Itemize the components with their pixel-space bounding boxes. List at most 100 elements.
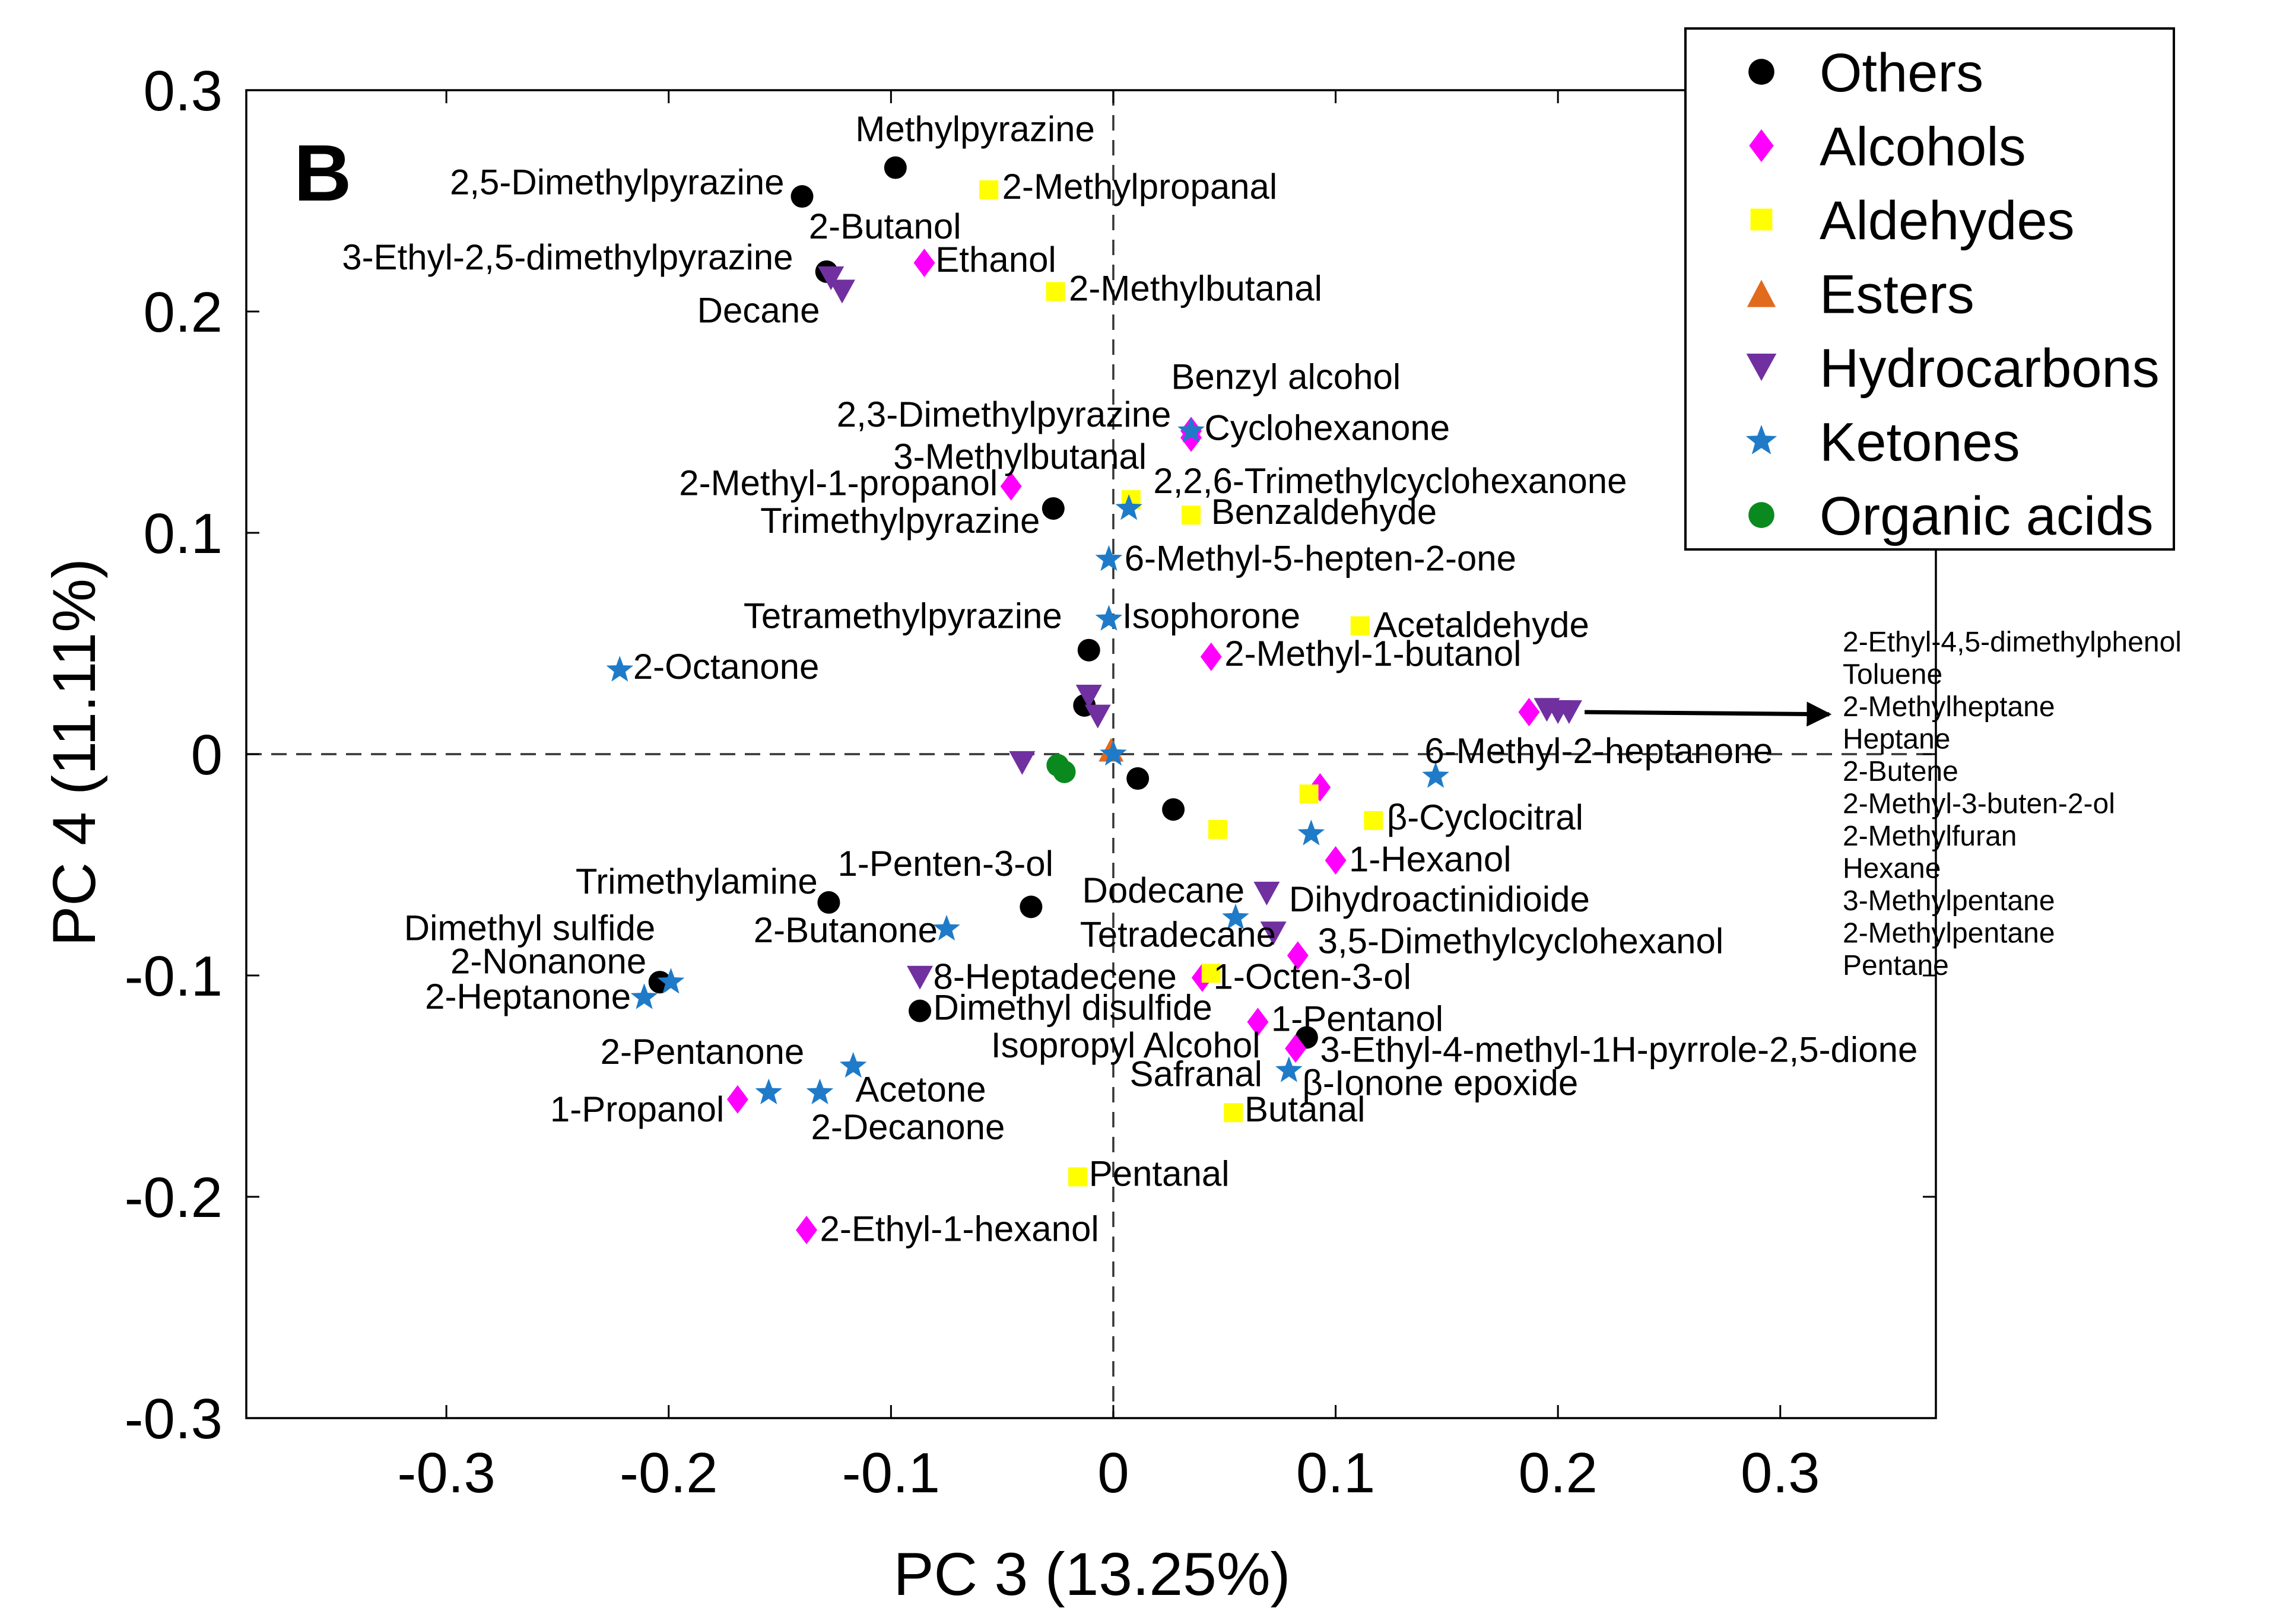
point-hydrocarbons (1555, 700, 1582, 724)
x-tick-label: -0.1 (842, 1441, 940, 1505)
point-others (1042, 497, 1065, 520)
legend-label: Aldehydes (1820, 190, 2075, 251)
point-label: 1-Penten-3-ol (837, 844, 1053, 883)
point-label: Decane (697, 291, 820, 330)
point-others (790, 185, 814, 208)
point-ketones (1297, 819, 1325, 846)
point-label: 3-Ethyl-2,5-dimethylpyrazine (342, 237, 793, 277)
point-others (817, 891, 840, 914)
cluster-list-item: Heptane (1843, 724, 1950, 755)
legend-marker (1749, 129, 1774, 163)
y-tick-label: -0.1 (125, 945, 223, 1008)
point-alcohols (1325, 846, 1347, 875)
legend-label: Hydrocarbons (1820, 338, 2160, 399)
point-label: 3,5-Dimethylcyclohexanol (1318, 921, 1724, 961)
x-tick-label: 0.2 (1518, 1441, 1597, 1505)
y-tick-label: 0.1 (144, 502, 223, 565)
point-label: Pentanal (1089, 1153, 1230, 1193)
legend-label: Ketones (1820, 412, 2020, 473)
point-aldehydes (1201, 964, 1221, 983)
point-label: 2-Methyl-1-propanol (679, 463, 998, 503)
point-label: Tetramethylpyrazine (744, 596, 1062, 635)
point-ketones (1275, 1056, 1303, 1082)
point-label: 2-Methylbutanal (1069, 268, 1322, 308)
point-label: 2-Butanone (754, 910, 938, 950)
point-label: Dimethyl sulfide (404, 908, 656, 948)
point-organic-acids (1053, 760, 1076, 783)
point-label: Acetaldehyde (1373, 605, 1589, 644)
point-hydrocarbons (1075, 685, 1102, 709)
point-hydrocarbons (907, 965, 934, 990)
point-label: 3-Methylbutanal (893, 437, 1147, 476)
legend-label: Alcohols (1820, 117, 2026, 177)
y-axis-label: PC 4 (11.11%) (40, 558, 108, 946)
point-label: Benzaldehyde (1211, 492, 1437, 532)
point-ketones (1095, 545, 1123, 571)
cluster-list-item: 2-Methylfuran (1843, 821, 2017, 852)
point-label: Trimethylamine (576, 862, 818, 901)
panel-label: B (294, 128, 352, 218)
point-aldehydes (1068, 1167, 1088, 1187)
point-label: 2-Butanol (809, 206, 961, 246)
point-label: 2-Ethyl-1-hexanol (820, 1209, 1099, 1249)
cluster-list-item: 2-Methylheptane (1843, 691, 2055, 723)
point-label: 2-Methylpropanal (1002, 167, 1278, 206)
cluster-label-list: 2-Ethyl-4,5-dimethylphenolToluene2-Methy… (1585, 627, 2182, 981)
point-aldehydes (1299, 784, 1319, 804)
point-label: 3-Ethyl-4-methyl-1H-pyrrole-2,5-dione (1320, 1029, 1917, 1069)
point-aldehydes (1364, 811, 1383, 830)
point-ketones (606, 656, 634, 682)
point-label: 6-Methyl-2-heptanone (1424, 731, 1773, 771)
point-alcohols (1518, 698, 1540, 727)
point-label: Dihydroactinidioide (1289, 879, 1590, 919)
cluster-list-item: Toluene (1843, 659, 1942, 691)
point-alcohols (726, 1085, 748, 1114)
point-others (909, 999, 932, 1022)
point-label: 2-Decanone (811, 1107, 1005, 1147)
point-label: Butanal (1244, 1089, 1366, 1129)
point-label: 2-Nonanone (450, 941, 646, 981)
zero-lines (246, 90, 1936, 1418)
point-label: 2,2,6-Trimethylcyclohexanone (1153, 461, 1627, 501)
point-hydrocarbons (828, 279, 855, 304)
point-ketones (1115, 494, 1142, 520)
data-points (606, 156, 1582, 1244)
point-label: 2-Heptanone (425, 977, 631, 1016)
y-tick-label: 0.3 (144, 59, 223, 123)
point-hydrocarbons (818, 266, 844, 291)
point-others (1077, 638, 1100, 662)
x-tick-label: -0.2 (620, 1441, 717, 1505)
point-annotations: Methylpyrazine 2,5-Dimethylpyrazine 2-Meth… (342, 109, 1917, 1249)
legend-marker (1748, 59, 1774, 85)
x-tick-label: 0.3 (1741, 1441, 1820, 1505)
point-label: Safranal (1129, 1054, 1262, 1094)
x-tick-label: 0 (1097, 1441, 1129, 1505)
point-others (1162, 798, 1185, 821)
legend-marker (1750, 208, 1773, 231)
point-ketones (933, 914, 960, 941)
point-label: Acetone (855, 1070, 986, 1110)
cluster-list-item: Hexane (1843, 853, 1941, 885)
point-alcohols (913, 248, 935, 277)
point-aldehydes (979, 180, 999, 199)
cluster-list-item: 2-Butene (1843, 756, 1958, 787)
point-others (1020, 895, 1043, 919)
point-alcohols (1200, 642, 1222, 671)
y-tick-label: -0.2 (125, 1166, 223, 1229)
point-ketones (755, 1078, 783, 1105)
point-alcohols (1000, 472, 1022, 501)
point-label: Dodecane (1082, 870, 1245, 910)
point-label: 2,5-Dimethylpyrazine (450, 162, 785, 202)
point-label: Ethanol (935, 240, 1056, 279)
point-alcohols (796, 1215, 818, 1244)
cluster-list-item: Pentane (1843, 950, 1949, 981)
point-label: 2-Octanone (633, 647, 820, 687)
point-label: Dimethyl disulfide (934, 988, 1212, 1028)
point-aldehydes (1350, 616, 1370, 635)
legend-marker (1748, 502, 1774, 528)
point-label: Isophorone (1122, 596, 1300, 635)
point-label: 2,3-Dimethylpyrazine (837, 395, 1171, 434)
point-aldehydes (1046, 282, 1065, 301)
